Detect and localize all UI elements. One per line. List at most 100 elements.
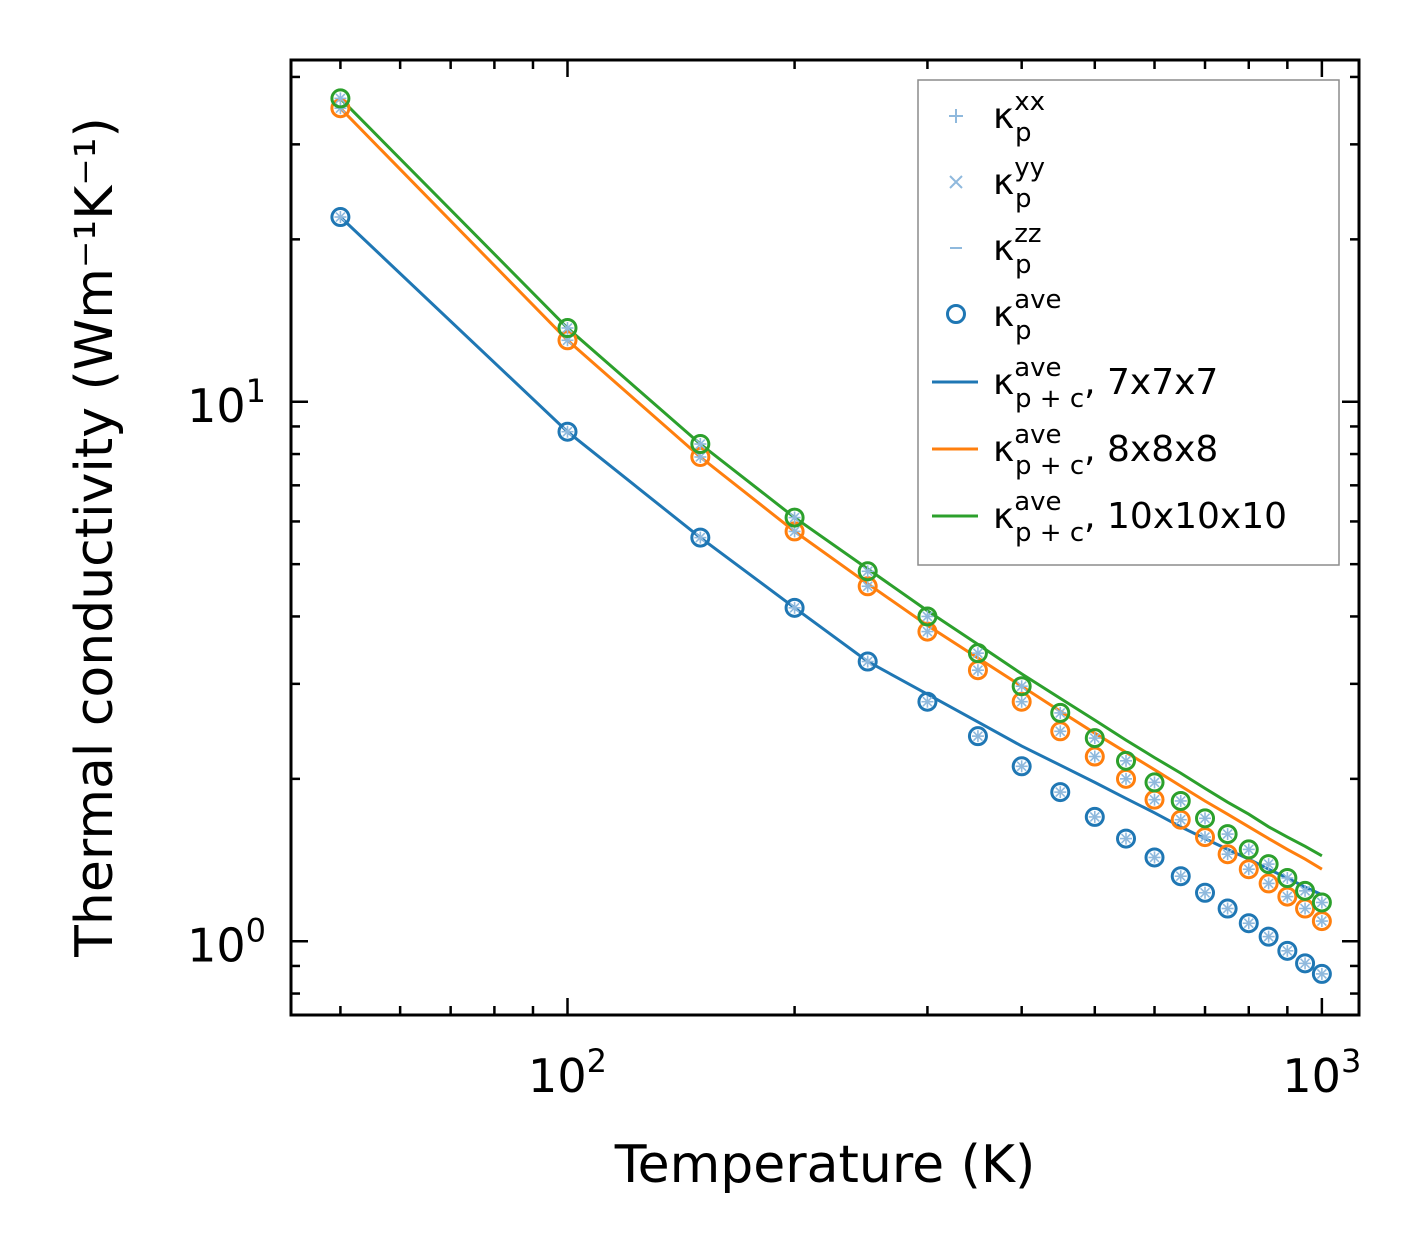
kappa-ave-point-10x10x10 xyxy=(1084,728,1105,749)
kappa-yy-marker xyxy=(972,665,983,676)
kappa-yy-marker xyxy=(1316,897,1327,908)
kappa-yy-marker xyxy=(1316,916,1327,927)
kappa-ave-point-7x7x7 xyxy=(1050,782,1071,803)
kappa-yy-marker xyxy=(1055,787,1066,798)
kappa-ave-point-7x7x7 xyxy=(1258,926,1279,947)
kappa-yy-marker xyxy=(1120,755,1132,766)
kappa-yy-marker xyxy=(1300,885,1311,896)
kappa-ave-point-8x8x8 xyxy=(1217,844,1238,865)
kappa-ave-point-10x10x10 xyxy=(1144,772,1165,793)
kappa-ave-point-7x7x7 xyxy=(330,207,351,228)
kappa-ave-point-8x8x8 xyxy=(1195,827,1216,848)
kappa-yy-marker xyxy=(1300,903,1311,914)
kappa-yy-marker xyxy=(335,211,346,223)
kappa-yy-marker xyxy=(862,656,873,667)
kappa-yy-marker xyxy=(1089,751,1100,762)
x-axis-label: Temperature (K) xyxy=(614,1135,1036,1195)
kappa-yy-marker xyxy=(1199,813,1211,824)
kappa-yy-marker xyxy=(1316,968,1327,979)
kappa-yy-marker xyxy=(1055,707,1066,718)
series-line-10x10x10 xyxy=(339,97,1323,858)
kappa-yy-marker xyxy=(922,696,933,707)
legend-label: κave p xyxy=(993,285,1062,346)
kappa-ave-point-7x7x7 xyxy=(1277,940,1298,961)
kappa-ave-point-10x10x10 xyxy=(1116,750,1137,771)
kappa-yy-marker xyxy=(789,526,800,537)
kappa-yy-marker xyxy=(1243,918,1254,929)
kappa-yy-marker xyxy=(1222,849,1233,860)
kappa-ave-point-8x8x8 xyxy=(1170,809,1191,830)
kappa-ave-point-10x10x10 xyxy=(1011,676,1032,697)
kappa-ave-point-7x7x7 xyxy=(1170,866,1191,887)
kappa-ave-point-10x10x10 xyxy=(1258,854,1279,875)
kappa-yy-marker xyxy=(1016,761,1027,772)
kappa-ave-point-7x7x7 xyxy=(1217,898,1238,919)
legend-plus-marker xyxy=(949,109,963,123)
kappa-yy-marker xyxy=(1016,681,1027,692)
x-tick-label: 102 xyxy=(528,1042,607,1103)
kappa-yy-marker xyxy=(1149,852,1160,863)
kappa-ave-point-10x10x10 xyxy=(1170,790,1191,811)
kappa-ave-point-8x8x8 xyxy=(1277,886,1298,907)
kappa-yy-marker xyxy=(972,648,983,659)
kappa-yy-marker xyxy=(562,322,573,334)
kappa-yy-marker xyxy=(1120,833,1132,844)
legend-circle-marker xyxy=(946,304,966,324)
kappa-ave-point-7x7x7 xyxy=(857,651,878,672)
kappa-yy-marker xyxy=(972,731,983,742)
plot-frame xyxy=(289,58,1361,1017)
legend-x-marker xyxy=(949,175,963,189)
kappa-yy-marker xyxy=(1055,726,1066,737)
kappa-ave-point-7x7x7 xyxy=(557,421,578,442)
kappa-yy-marker xyxy=(789,602,800,613)
kappa-ave-point-10x10x10 xyxy=(557,317,578,338)
kappa-yy-marker xyxy=(1199,832,1211,843)
kappa-ave-point-10x10x10 xyxy=(1195,808,1216,829)
kappa-ave-point-10x10x10 xyxy=(1311,892,1332,913)
kappa-yy-marker xyxy=(1120,773,1132,784)
kappa-yy-marker xyxy=(1243,864,1254,875)
y-axis-label: Thermal conductivity (Wm⁻¹K⁻¹) xyxy=(65,117,125,958)
kappa-ave-point-7x7x7 xyxy=(1116,828,1137,849)
kappa-yy-marker xyxy=(1263,878,1274,889)
kappa-yy-marker xyxy=(1243,844,1254,855)
kappa-yy-marker xyxy=(1199,887,1211,898)
kappa-yy-marker xyxy=(1263,931,1274,942)
kappa-ave-point-10x10x10 xyxy=(784,507,805,528)
kappa-yy-marker xyxy=(1149,794,1160,805)
kappa-ave-point-10x10x10 xyxy=(690,434,711,455)
kappa-ave-point-7x7x7 xyxy=(917,691,938,712)
kappa-ave-point-7x7x7 xyxy=(1295,953,1316,974)
kappa-ave-point-8x8x8 xyxy=(1238,859,1259,880)
kappa-ave-point-7x7x7 xyxy=(1084,806,1105,827)
kappa-ave-point-7x7x7 xyxy=(1311,963,1332,984)
kappa-ave-point-10x10x10 xyxy=(1050,702,1071,723)
kappa-ave-point-10x10x10 xyxy=(967,643,988,664)
kappa-yy-marker xyxy=(1089,811,1100,822)
kappa-ave-point-7x7x7 xyxy=(1011,756,1032,777)
kappa-ave-point-8x8x8 xyxy=(1258,873,1279,894)
kappa-yy-marker xyxy=(1175,814,1186,825)
kappa-ave-point-8x8x8 xyxy=(917,621,938,642)
kappa-yy-marker xyxy=(1282,891,1293,902)
kappa-yy-marker xyxy=(695,532,706,543)
kappa-yy-marker xyxy=(922,611,933,622)
kappa-yy-marker xyxy=(695,438,706,450)
kappa-ave-point-7x7x7 xyxy=(967,726,988,747)
kappa-ave-point-7x7x7 xyxy=(690,527,711,548)
kappa-yy-marker xyxy=(862,581,873,592)
kappa-yy-marker xyxy=(1282,945,1293,956)
kappa-yy-marker xyxy=(1149,777,1160,788)
series-points xyxy=(330,88,1332,984)
kappa-yy-marker xyxy=(562,426,573,437)
kappa-yy-marker xyxy=(1016,696,1027,707)
kappa-ave-point-10x10x10 xyxy=(1238,839,1259,860)
series-line-8x8x8 xyxy=(339,107,1323,871)
kappa-yy-marker xyxy=(695,451,706,463)
kappa-yy-marker xyxy=(1222,903,1233,914)
axis-ticks xyxy=(291,60,1359,1015)
kappa-ave-point-10x10x10 xyxy=(857,561,878,582)
